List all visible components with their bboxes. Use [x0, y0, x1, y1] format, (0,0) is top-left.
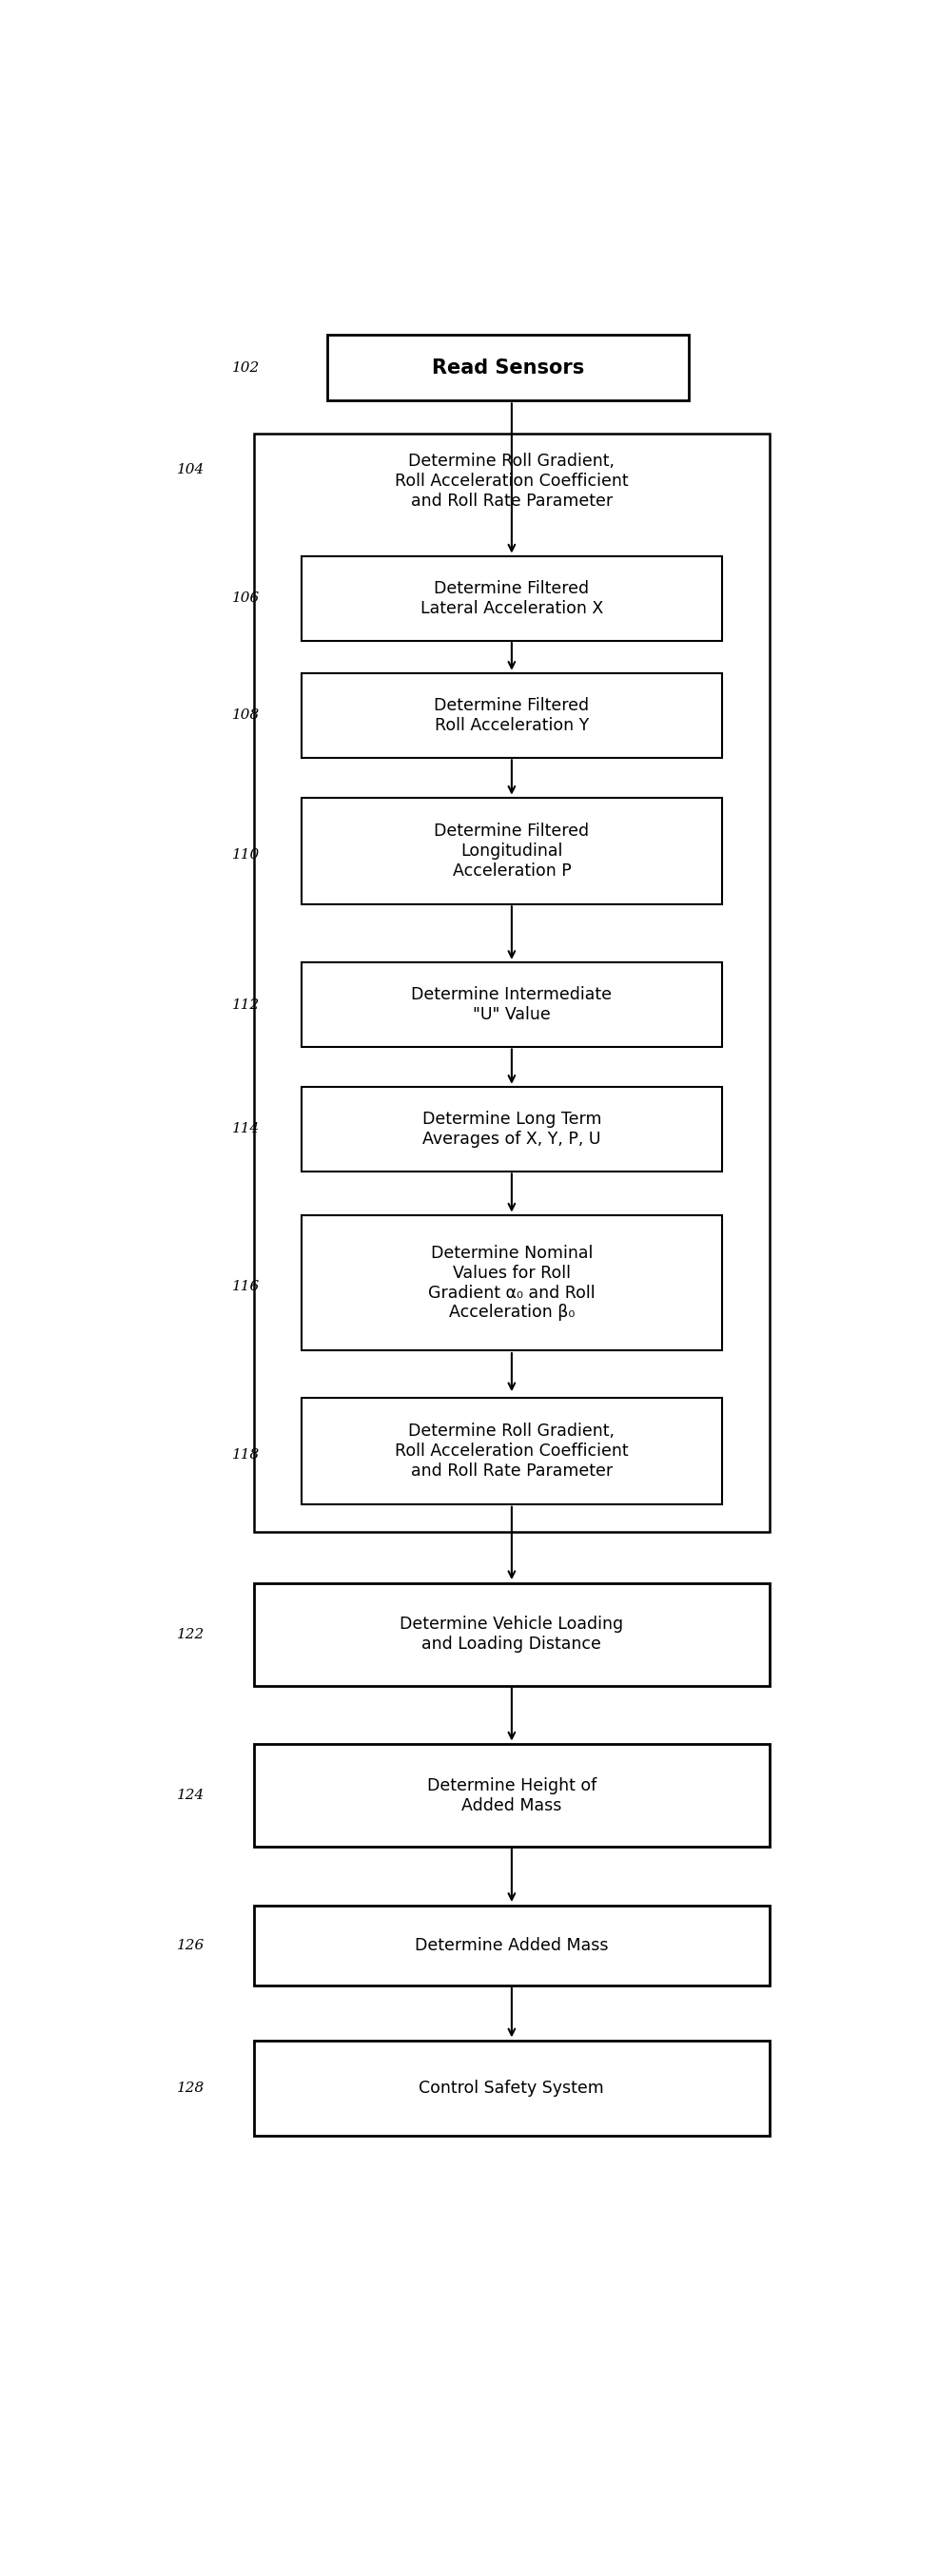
- Text: 124: 124: [177, 1788, 204, 1803]
- Bar: [253, 433, 770, 1533]
- Text: Determine Intermediate
"U" Value: Determine Intermediate "U" Value: [412, 987, 613, 1023]
- Text: 116: 116: [233, 1280, 260, 1293]
- Text: 110: 110: [233, 848, 260, 860]
- Bar: [253, 1584, 770, 1685]
- Text: Determine Height of
Added Mass: Determine Height of Added Mass: [427, 1777, 597, 1814]
- Bar: [302, 1399, 722, 1504]
- Text: Determine Added Mass: Determine Added Mass: [415, 1937, 609, 1955]
- Bar: [302, 799, 722, 904]
- Bar: [327, 335, 688, 402]
- Bar: [253, 1906, 770, 1986]
- Text: Determine Roll Gradient,
Roll Acceleration Coefficient
and Roll Rate Parameter: Determine Roll Gradient, Roll Accelerati…: [395, 1422, 628, 1479]
- Bar: [253, 2040, 770, 2136]
- Bar: [253, 1744, 770, 1847]
- Text: Read Sensors: Read Sensors: [431, 358, 584, 376]
- Bar: [302, 1216, 722, 1350]
- Text: 102: 102: [233, 361, 260, 374]
- Text: 126: 126: [177, 1940, 204, 1953]
- Text: 112: 112: [233, 997, 260, 1012]
- Text: Determine Filtered
Roll Acceleration Y: Determine Filtered Roll Acceleration Y: [434, 698, 589, 734]
- Text: Determine Vehicle Loading
and Loading Distance: Determine Vehicle Loading and Loading Di…: [400, 1615, 624, 1654]
- Text: Determine Nominal
Values for Roll
Gradient α₀ and Roll
Acceleration β₀: Determine Nominal Values for Roll Gradie…: [428, 1244, 596, 1321]
- Text: Determine Roll Gradient,
Roll Acceleration Coefficient
and Roll Rate Parameter: Determine Roll Gradient, Roll Accelerati…: [395, 453, 628, 510]
- Bar: [302, 963, 722, 1046]
- Text: 128: 128: [177, 2081, 204, 2094]
- Text: 108: 108: [233, 708, 260, 721]
- Bar: [302, 672, 722, 757]
- Text: Determine Long Term
Averages of X, Y, P, U: Determine Long Term Averages of X, Y, P,…: [422, 1110, 601, 1149]
- Text: 118: 118: [233, 1448, 260, 1461]
- Text: 104: 104: [177, 464, 204, 477]
- Text: Determine Filtered
Lateral Acceleration X: Determine Filtered Lateral Acceleration …: [420, 580, 603, 616]
- Bar: [302, 1087, 722, 1172]
- Text: 114: 114: [233, 1123, 260, 1136]
- Text: 122: 122: [177, 1628, 204, 1641]
- Text: Determine Filtered
Longitudinal
Acceleration P: Determine Filtered Longitudinal Accelera…: [434, 822, 589, 878]
- Text: 106: 106: [233, 592, 260, 605]
- Bar: [302, 556, 722, 641]
- Text: Control Safety System: Control Safety System: [419, 2079, 604, 2097]
